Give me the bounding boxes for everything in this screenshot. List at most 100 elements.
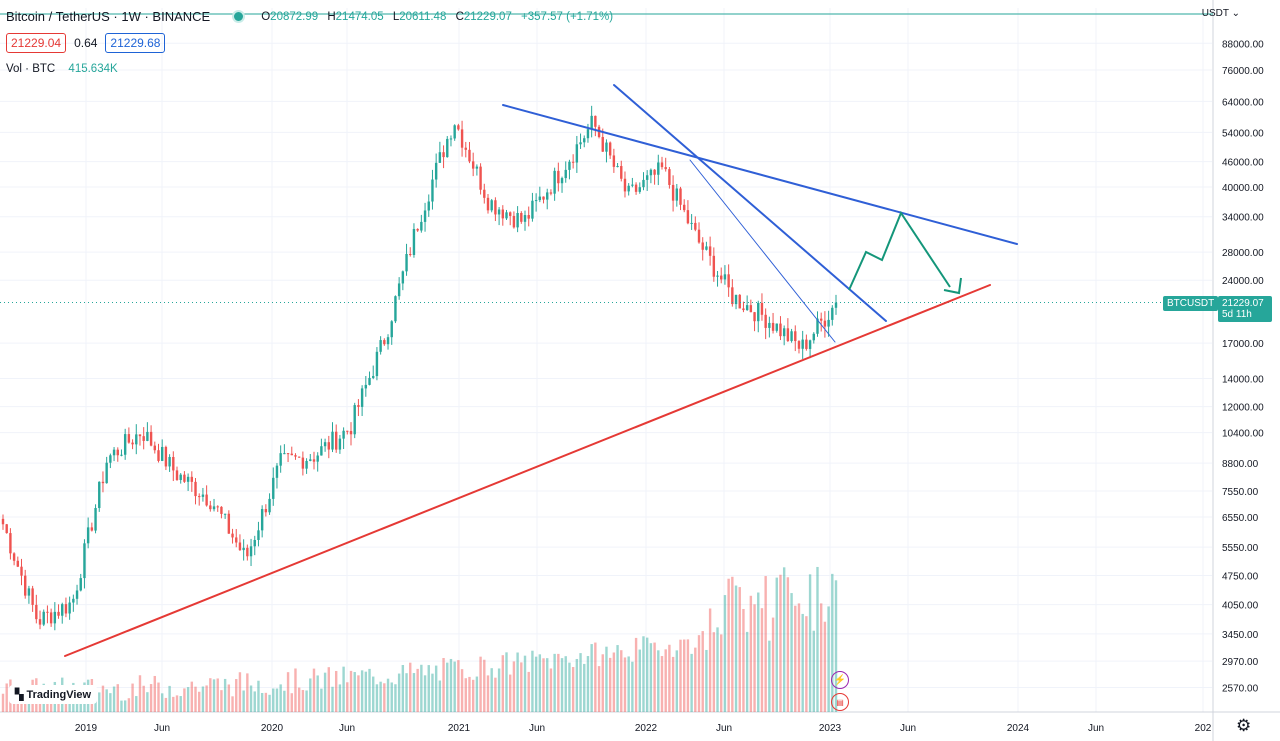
volume-bar (590, 644, 593, 712)
flag-icon[interactable]: ▤ (831, 693, 849, 711)
candle-body (657, 162, 660, 175)
volume-bar (349, 670, 353, 712)
volume-bar (771, 617, 775, 712)
volume-bar (5, 683, 8, 712)
volume-bar (183, 688, 186, 712)
volume-bar (149, 684, 153, 712)
buy-button[interactable]: 21229.68 (105, 33, 166, 53)
candle-body (764, 314, 767, 328)
candle-body (279, 453, 282, 466)
candle-body (320, 446, 323, 456)
volume-bar (423, 675, 427, 712)
candle-body (238, 542, 242, 551)
candle-body (334, 431, 338, 450)
candle-body (583, 138, 586, 143)
volume-bar (109, 693, 112, 712)
candle-body (734, 294, 738, 305)
volume-bar (801, 613, 804, 712)
volume-bar (449, 658, 453, 712)
time-tick-label: 2023 (819, 723, 842, 734)
volume-bar (316, 675, 319, 712)
volume-bar (742, 608, 745, 712)
candle-body (353, 405, 356, 435)
candle-body (509, 212, 512, 216)
candle-body (57, 611, 60, 616)
candle-body (686, 210, 690, 224)
volume-bar (320, 688, 323, 712)
volume-bar (372, 676, 375, 712)
candle-body (290, 453, 293, 456)
volume-bar (549, 668, 553, 712)
candle-body (397, 283, 401, 297)
candle-body (483, 189, 486, 198)
candle-body (360, 388, 364, 407)
volume-bar (475, 676, 479, 712)
candle-body (831, 307, 834, 320)
candle-body (135, 434, 138, 445)
volume-bar (205, 685, 208, 712)
volume-bar (734, 585, 738, 712)
candle-body (805, 339, 808, 349)
candle-body (138, 434, 142, 437)
volume-bar (497, 668, 501, 712)
price-tick-label: 8800.00 (1222, 459, 1259, 470)
volume-bar (12, 696, 16, 712)
currency-selector[interactable]: USDT ⌄ (1201, 8, 1240, 19)
candle-body (190, 476, 194, 482)
volume-bar (353, 672, 356, 712)
price-tick-label: 40000.00 (1222, 183, 1264, 194)
tradingview-logo[interactable]: ▚ TradingView (9, 685, 98, 704)
candle-body (242, 547, 245, 551)
volume-bar (823, 621, 827, 712)
volume-bar (594, 642, 597, 712)
gear-icon[interactable]: ⚙ (1236, 716, 1252, 735)
candle-body (779, 323, 782, 337)
volume-bar (505, 652, 508, 712)
candle-body (571, 161, 575, 163)
volume-bar (364, 671, 368, 712)
volume-bar (286, 672, 290, 712)
volume-bar (386, 678, 390, 712)
price-tick-label: 7550.00 (1222, 487, 1259, 498)
close-value: 21229.07 (463, 10, 512, 23)
time-tick-label: Jun (529, 723, 545, 734)
symbol-header: Bitcoin / TetherUS · 1W · BINANCE O20872… (6, 9, 613, 24)
candle-body (631, 184, 634, 186)
volume-bar (101, 685, 105, 712)
volume-bar (816, 566, 819, 712)
candle-body (20, 566, 23, 576)
candle-body (757, 302, 760, 322)
volume-bar (638, 649, 641, 712)
sell-button[interactable]: 21229.04 (6, 33, 67, 53)
volume-bar (394, 684, 397, 712)
steep-resistance-line (613, 84, 887, 322)
candle-body (175, 470, 179, 480)
candle-body (327, 442, 330, 450)
candle-body (24, 575, 27, 596)
candle-body (64, 604, 68, 614)
symbol-title[interactable]: Bitcoin / TetherUS · 1W · BINANCE (6, 9, 211, 24)
candle-body (153, 445, 156, 451)
volume-label[interactable]: Vol · BTC (6, 63, 56, 75)
volume-bar (323, 672, 327, 712)
time-tick-label: Jun (900, 723, 916, 734)
candle-body (46, 611, 49, 613)
ohlc-readout: O20872.99 H21474.05 L20611.48 C21229.07 … (261, 10, 614, 23)
candle-body (479, 166, 482, 190)
candle-body (486, 197, 490, 211)
volume-bar (290, 693, 293, 712)
candle-body (149, 431, 153, 446)
candle-body (694, 222, 697, 230)
volume-bar (664, 649, 667, 712)
candle-body (79, 578, 82, 591)
volume-bar (179, 696, 182, 712)
lightning-icon[interactable]: ⚡ (831, 671, 849, 689)
volume-bar (442, 658, 445, 712)
candle-body (742, 308, 745, 311)
candle-body (431, 179, 434, 202)
volume-bar (123, 700, 127, 712)
time-tick-label: 2020 (261, 723, 284, 734)
candle-body (231, 533, 234, 538)
volume-bar (834, 580, 838, 712)
